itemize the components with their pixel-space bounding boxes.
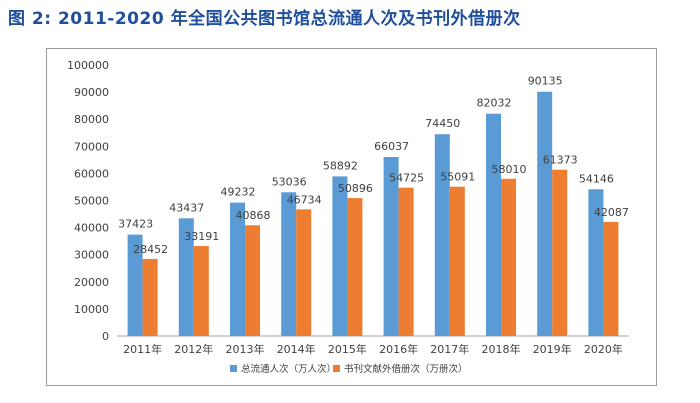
bar-circulation: [434, 134, 450, 336]
data-label: 43437: [169, 201, 204, 214]
data-label: 40868: [236, 209, 271, 222]
x-tick-label: 2013年: [226, 342, 265, 356]
legend-swatch-circulation: [230, 365, 237, 372]
data-label: 49232: [221, 186, 256, 199]
bar-circulation: [230, 202, 245, 336]
data-label: 90135: [528, 75, 563, 88]
bar-loans: [245, 225, 260, 336]
bar-loans: [347, 198, 363, 336]
y-tick-label: 80000: [74, 113, 109, 126]
data-label: 54146: [579, 172, 614, 185]
y-tick-label: 30000: [74, 249, 109, 262]
y-tick-label: 50000: [74, 195, 109, 208]
bar-loans: [449, 186, 465, 336]
x-tick-label: 2018年: [482, 342, 521, 356]
legend-label-loans: 书刊文献外借册次（万册次）: [344, 363, 468, 375]
data-label: 58892: [323, 159, 358, 172]
chart-frame: 0 10000 20000 30000 40000 50000 60000 70000 8000…: [46, 48, 657, 386]
bar-loans: [552, 169, 568, 336]
bar-circulation: [588, 189, 604, 336]
data-label: 33191: [184, 230, 219, 243]
bar-circulation: [383, 157, 399, 336]
data-label: 28452: [133, 243, 168, 256]
data-label: 37423: [118, 218, 153, 231]
y-tick-label: 100000: [67, 59, 109, 72]
data-label: 82032: [477, 97, 512, 110]
figure-title: 图 2: 2011-2020 年全国公共图书馆总流通人次及书刊外借册次: [8, 9, 521, 29]
data-label: 58010: [492, 163, 527, 176]
y-tick-label: 60000: [74, 167, 109, 180]
x-tick-label: 2017年: [430, 342, 469, 356]
bar-circulation: [127, 234, 143, 336]
y-tick-label: 20000: [74, 276, 109, 289]
bar-circulation: [486, 113, 501, 336]
bar-circulation: [178, 218, 194, 336]
x-tick-label: 2016年: [379, 342, 418, 356]
x-tick-label: 2019年: [533, 342, 572, 356]
x-tick-label: 2014年: [277, 342, 316, 356]
x-tick-label: 2011年: [123, 342, 162, 356]
bar-circulation: [281, 192, 297, 336]
x-tick-label: 2012年: [174, 342, 213, 356]
data-label: 54725: [389, 172, 424, 185]
y-tick-label: 0: [102, 330, 109, 343]
bar-loans: [603, 221, 619, 336]
data-label: 46734: [287, 193, 322, 206]
bar-loans: [501, 178, 516, 336]
bar-loans: [142, 258, 158, 336]
data-label: 66037: [374, 140, 409, 153]
data-label: 55091: [440, 171, 475, 184]
bar-chart: 0 10000 20000 30000 40000 50000 60000 70000 8000…: [67, 59, 629, 375]
legend-label-circulation: 总流通人次（万人次）: [241, 363, 336, 375]
data-label: 53036: [272, 175, 307, 188]
y-tick-label: 40000: [74, 222, 109, 235]
y-tick-label: 70000: [74, 140, 109, 153]
data-label: 74450: [425, 117, 460, 130]
y-tick-label: 10000: [74, 303, 109, 316]
x-tick-label: 2015年: [328, 342, 367, 356]
bar-loans: [296, 209, 312, 336]
data-label: 42087: [594, 206, 629, 219]
bar-circulation: [537, 91, 553, 336]
legend-swatch-loans: [333, 365, 340, 372]
x-tick-label: 2020年: [584, 342, 623, 356]
data-label: 50896: [338, 182, 373, 195]
bar-circulation: [332, 176, 348, 336]
y-tick-label: 90000: [74, 86, 109, 99]
bar-loans: [398, 187, 414, 336]
data-label: 61373: [543, 154, 578, 167]
bar-loans: [193, 246, 209, 336]
